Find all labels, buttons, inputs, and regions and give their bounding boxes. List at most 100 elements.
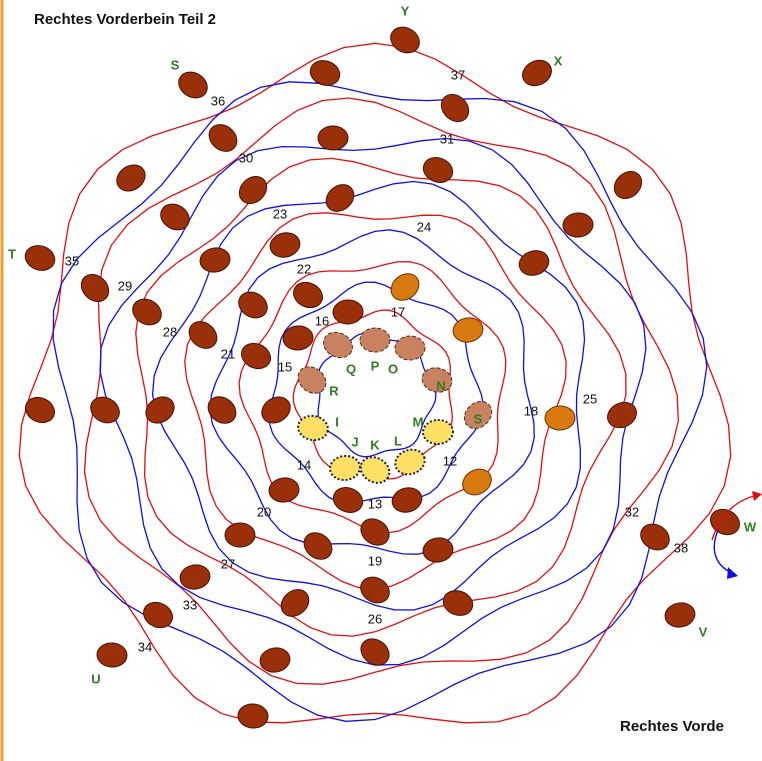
light-bead [297,366,327,394]
bead [303,532,333,560]
bead-letter: M [413,414,424,429]
bead-number: 30 [239,150,253,165]
yellow-bead [422,418,454,446]
blue-thread [209,229,535,555]
red-thread [238,261,507,534]
red-thread [18,42,732,724]
bead [160,203,190,231]
bead-number: 29 [118,278,132,293]
bead-letter: L [394,433,402,448]
blue-thread [52,81,708,722]
bead [317,125,349,151]
red-thread [83,97,679,685]
bead-letter: U [91,671,100,686]
blue-thread [268,281,484,504]
bead-letter: J [351,434,358,449]
bead [178,71,208,99]
bead [562,212,594,238]
bead [332,487,364,513]
bead [325,184,355,212]
bead-number: 14 [297,457,311,472]
bead-number: 31 [440,131,454,146]
yellow-bead [359,456,391,484]
bead-number: 21 [221,346,235,361]
bead [391,487,423,513]
bead-number: 23 [273,206,287,221]
bead [422,157,454,183]
bead [145,396,175,424]
bead [518,250,550,276]
bead [96,642,128,668]
bead-number: 13 [368,496,382,511]
bead-letter: S [171,57,180,72]
bead [522,59,552,87]
red-arrow-line [711,494,759,541]
bead [268,477,300,503]
bead-number: 35 [65,253,79,268]
bead [282,325,314,351]
orange-bead [452,317,484,343]
light-bead [359,327,391,353]
blue-arrowhead [727,567,738,579]
bead [132,298,162,326]
bead-number: 18 [524,403,538,418]
orange-bead [544,405,576,431]
bead [640,523,670,551]
bead [188,321,218,349]
bead [293,281,323,309]
bead [238,175,268,205]
bead-letter: Q [346,361,356,376]
bead-letter: N [436,378,445,393]
title: Rechtes Vorderbein Teil 2 [34,11,216,28]
bead-number: 22 [297,261,311,276]
bead [80,273,110,303]
bead-number: 38 [674,540,688,555]
threads [18,42,732,724]
bead [309,60,341,86]
bead-number: 37 [451,67,465,82]
bead-letter: Y [401,3,410,18]
bead-number: 36 [211,93,225,108]
bead-letter: I [335,414,339,429]
bead-number: 19 [368,553,382,568]
bead [422,537,454,563]
red-thread [184,212,567,590]
bead [440,93,470,123]
bead [360,576,390,604]
bead [261,396,291,424]
bead-number: 33 [183,597,197,612]
light-bead [421,367,453,393]
red-thread [135,157,627,637]
bead [269,232,301,258]
yellow-bead [329,454,361,482]
bead [613,170,643,200]
bead-number: 28 [163,324,177,339]
bead-number: 26 [368,611,382,626]
bead [24,245,56,271]
bead-number: 17 [391,304,405,319]
bead [607,401,637,429]
bead [143,601,173,629]
bead-number: 32 [625,504,639,519]
light-bead [323,331,353,359]
bead-number: 34 [138,639,152,654]
bead [390,26,420,54]
yellow-bead [394,448,426,476]
bead [280,589,310,617]
red-arrowhead [752,491,762,501]
footer: Rechtes Vorde [620,718,724,735]
bead-letter: K [370,437,380,452]
bead [208,124,238,152]
bead [116,164,146,192]
bead [237,703,269,729]
bead [238,291,268,319]
bead [442,590,474,616]
bead [259,647,291,673]
bead [710,508,740,536]
blue-thread [151,180,586,611]
bead-letter: T [8,246,16,261]
bead-number: 20 [257,504,271,519]
bead-number: 24 [417,219,431,234]
